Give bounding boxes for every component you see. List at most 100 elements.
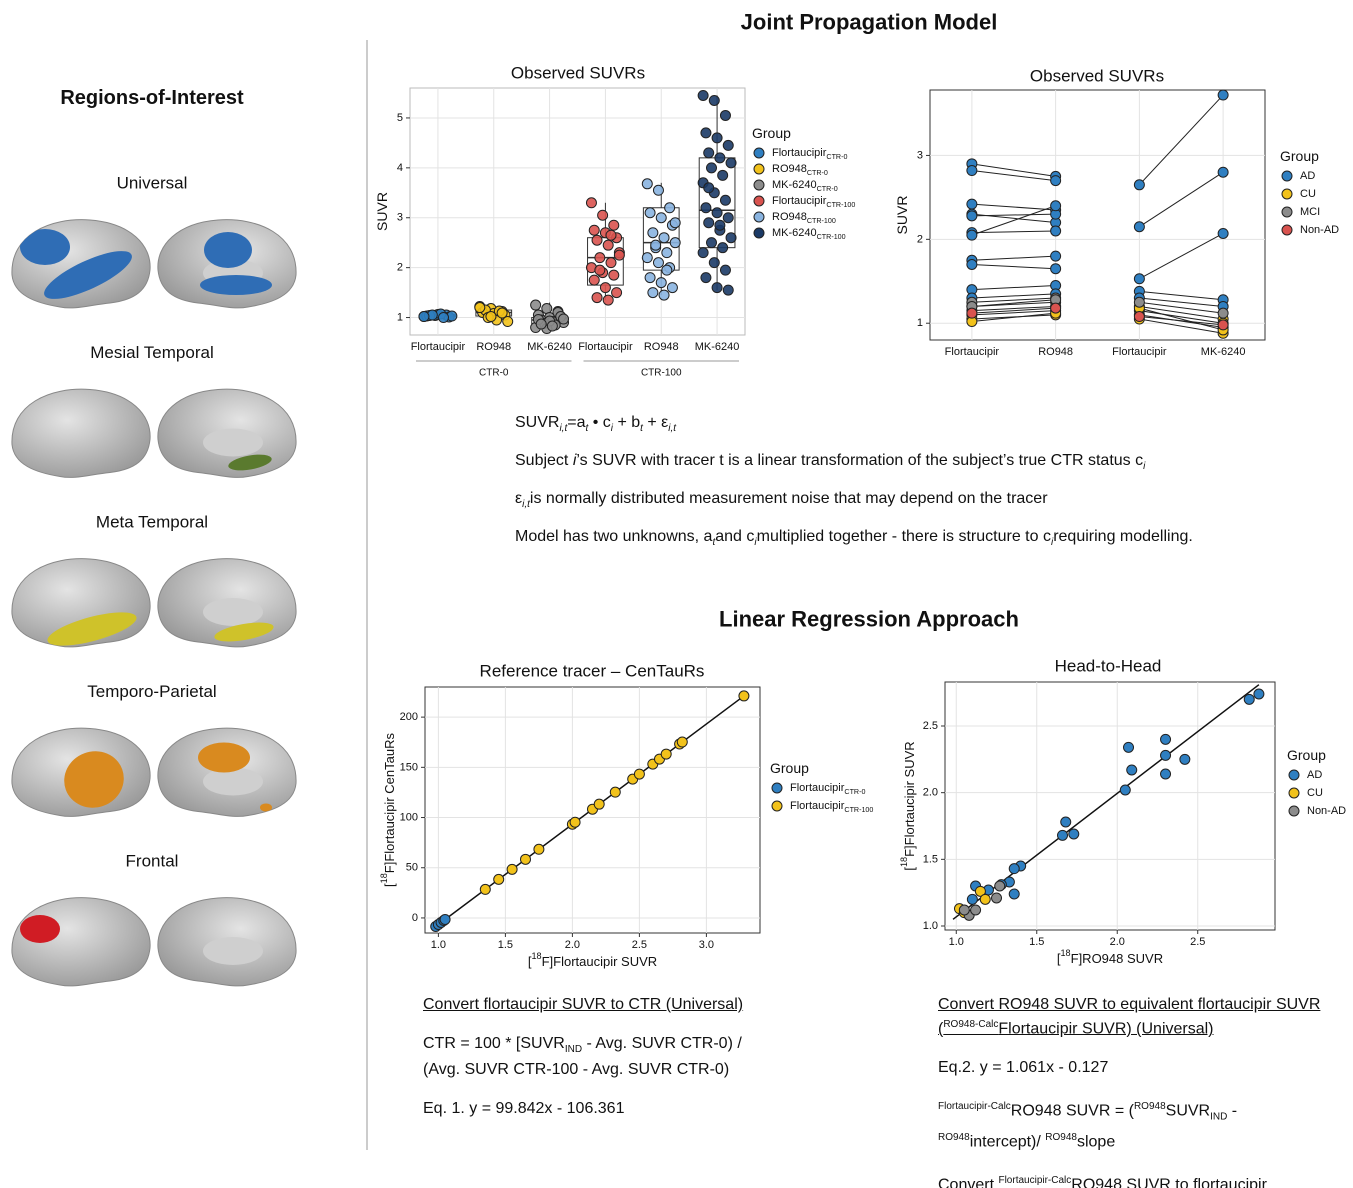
point (1051, 303, 1061, 313)
point (592, 293, 602, 303)
text-run: - Avg. SUVR CTR-0) / (582, 1035, 742, 1052)
x-tick-label: 2.0 (565, 939, 580, 951)
text-run: (Avg. SUVR CTR-100 - Avg. SUVR CTR-0) (423, 1061, 729, 1078)
note-line: RO948intercept)/ RO948slope (938, 1128, 1320, 1152)
point (609, 220, 619, 230)
model-line: SUVRi,t=at • ci + bt + εi,t (515, 413, 1193, 451)
point (723, 140, 733, 150)
text-run: F]RO948 SUVR (1071, 951, 1163, 966)
point (659, 233, 669, 243)
point (586, 198, 596, 208)
legend-marker (1282, 171, 1292, 181)
legend-label: FlortaucipirCTR-100 (790, 800, 873, 814)
legend-marker (1282, 189, 1292, 199)
y-tick-label: 2 (397, 262, 403, 274)
point (670, 238, 680, 248)
point (704, 218, 714, 228)
point (698, 248, 708, 258)
text-run: CTR-100 (817, 233, 846, 241)
legend-marker (772, 801, 782, 811)
plot-area (410, 88, 745, 335)
point (589, 275, 599, 285)
point (656, 213, 666, 223)
roi-title: Regions-of-Interest (60, 87, 244, 109)
point (967, 166, 977, 176)
note-block: Eq. 1. y = 99.842x - 106.361 (423, 1099, 743, 1119)
text-run: SUVR (1166, 1103, 1210, 1120)
brain-medial-wall (203, 768, 263, 796)
point (542, 304, 552, 314)
point (439, 313, 449, 323)
point (1134, 274, 1144, 284)
text-run: Non-AD (1307, 805, 1346, 817)
point (1244, 694, 1254, 704)
roi-patch (200, 275, 272, 295)
text-run: and c (715, 528, 754, 545)
point (1218, 90, 1228, 100)
text-run: Flortaucipir-Calc (938, 1101, 1011, 1112)
point (1134, 222, 1144, 232)
text-run: - (1227, 1103, 1237, 1120)
point (1180, 754, 1190, 764)
point (1134, 312, 1144, 322)
legend-marker (1282, 207, 1292, 217)
point (595, 253, 605, 263)
point (701, 203, 711, 213)
point (475, 303, 485, 313)
y-tick-label: 2.0 (923, 787, 938, 799)
text-run: Flortaucipir-Calc (998, 1175, 1071, 1186)
roi-patch (198, 743, 250, 773)
brain (12, 389, 150, 477)
roi-patch (204, 232, 252, 268)
legend-marker (754, 228, 764, 238)
point (992, 893, 1002, 903)
brain-medial-wall (203, 429, 263, 457)
text-run: CTR-0 (826, 153, 847, 161)
point (1161, 750, 1171, 760)
roi-highlight (20, 915, 60, 943)
y-tick-label: 200 (400, 711, 418, 723)
text-run: =a (567, 414, 585, 431)
point (598, 210, 608, 220)
note-line: Convert Flortaucipir-CalcRO948 SUVR to f… (938, 1171, 1320, 1188)
model-line: Model has two unknowns, atand cimultipli… (515, 527, 1193, 565)
text-run: is normally distributed measurement nois… (530, 490, 1048, 507)
y-axis-label: [18F]Flortaucipir CenTauRs (379, 733, 397, 887)
text-run: RO948 (1134, 1101, 1166, 1112)
roi-label: Frontal (126, 852, 179, 871)
note-line: Flortaucipir-CalcRO948 SUVR = (RO948SUVR… (938, 1097, 1320, 1128)
roi-label: Mesial Temporal (90, 343, 213, 362)
point (440, 914, 450, 924)
legend-title: Group (770, 760, 809, 776)
point (967, 894, 977, 904)
x-tick-label: 1.0 (949, 936, 964, 948)
note-block: Eq.2. y = 1.061x - 0.127 (938, 1058, 1320, 1078)
legend-label: MK-6240CTR-0 (772, 179, 838, 193)
point (1120, 785, 1130, 795)
x-tick-label: 1.0 (431, 939, 446, 951)
point (715, 220, 725, 230)
y-tick-label: 0 (412, 912, 418, 924)
y-tick-label: 50 (406, 862, 418, 874)
legend-label: CU (1307, 787, 1323, 799)
y-axis-label: SUVR (374, 192, 390, 231)
y-tick-label: 3 (397, 212, 403, 224)
note-line: Eq.2. y = 1.061x - 0.127 (938, 1058, 1320, 1078)
point (592, 235, 602, 245)
point (486, 312, 496, 322)
point (712, 133, 722, 143)
point (547, 321, 557, 331)
point (971, 905, 981, 915)
point (645, 273, 655, 283)
point (494, 874, 504, 884)
text-run: Eq. 1. y = 99.842x - 106.361 (423, 1100, 624, 1117)
text-run: RO948 (938, 1132, 970, 1143)
text-run: + b (613, 414, 640, 431)
point (531, 300, 541, 310)
point (712, 283, 722, 293)
point (1051, 176, 1061, 186)
x-tick-label: Flortaucipir (945, 346, 1000, 358)
point (715, 153, 725, 163)
legend-marker (1289, 770, 1299, 780)
x-tick-label: Flortaucipir (578, 341, 633, 353)
